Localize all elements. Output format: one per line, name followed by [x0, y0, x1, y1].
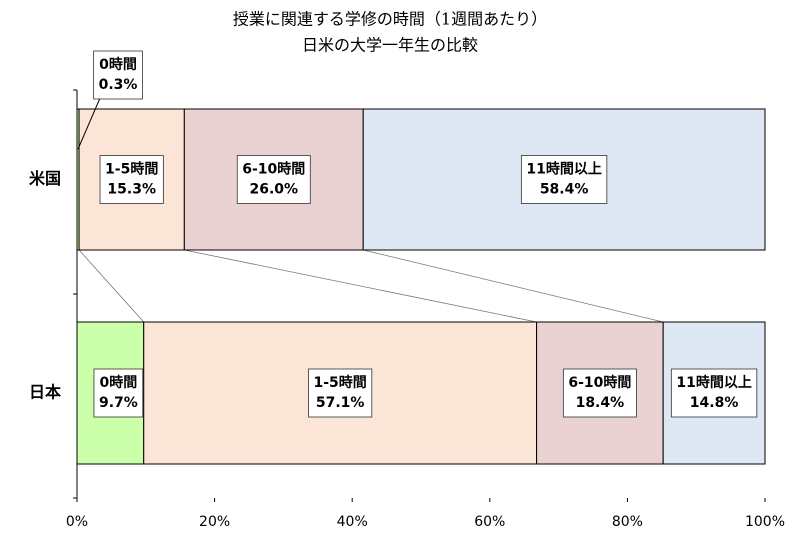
- x-tick-label: 60%: [474, 514, 505, 530]
- data-label-name: 0時間: [99, 56, 137, 73]
- data-label-box: [520, 155, 608, 204]
- data-label-name: 0時間: [99, 374, 137, 391]
- data-label-box: [93, 50, 143, 100]
- data-label-value: 15.3%: [107, 182, 156, 198]
- x-tick-label: 0%: [66, 514, 88, 530]
- series-connector: [78, 249, 145, 323]
- data-label-value: 9.7%: [99, 395, 138, 411]
- data-label: 1-5時間 57.1%: [308, 368, 373, 418]
- leader-line: [77, 98, 101, 150]
- data-label-box: [562, 368, 637, 418]
- data-label-box: [99, 155, 164, 204]
- data-label-box: [308, 368, 373, 418]
- data-label-box: [236, 155, 311, 204]
- data-label-name: 1-5時間: [105, 161, 158, 178]
- data-label-name: 1-5時間: [314, 374, 367, 391]
- data-label-value: 58.4%: [540, 182, 589, 198]
- chart-title: 授業に関連する学修の時間（1週間あたり）: [233, 10, 547, 29]
- x-tick-label: 80%: [612, 514, 643, 530]
- data-label: 6-10時間 26.0%: [236, 155, 311, 204]
- data-label: 11時間以上 58.4%: [520, 155, 608, 204]
- data-label-value: 57.1%: [316, 395, 365, 411]
- data-label-box: [670, 368, 758, 418]
- data-label-name: 6-10時間: [242, 161, 305, 178]
- x-tick-label: 40%: [337, 514, 368, 530]
- data-label-name: 11時間以上: [676, 374, 751, 391]
- data-label: 11時間以上 14.8%: [670, 368, 758, 418]
- x-tick-label: 20%: [199, 514, 230, 530]
- data-label-name: 11時間以上: [526, 161, 601, 178]
- data-label: 0時間 9.7%: [93, 368, 144, 418]
- data-label: 0時間 0.3%: [93, 50, 143, 100]
- data-label-value: 26.0%: [249, 182, 298, 198]
- data-label: 6-10時間 18.4%: [562, 368, 637, 418]
- data-label-value: 0.3%: [99, 77, 138, 93]
- category-label: 米国: [29, 169, 61, 188]
- data-label: 1-5時間 15.3%: [99, 155, 164, 204]
- data-label-name: 6-10時間: [568, 374, 631, 391]
- data-label-value: 14.8%: [690, 395, 739, 411]
- data-label-value: 18.4%: [576, 395, 625, 411]
- x-tick-label: 100%: [745, 514, 785, 530]
- series-connector: [363, 249, 664, 323]
- series-connector: [184, 249, 537, 323]
- data-label-box: [93, 368, 144, 418]
- chart-subtitle: 日米の大学一年生の比較: [302, 36, 478, 55]
- category-label: 日本: [29, 383, 61, 402]
